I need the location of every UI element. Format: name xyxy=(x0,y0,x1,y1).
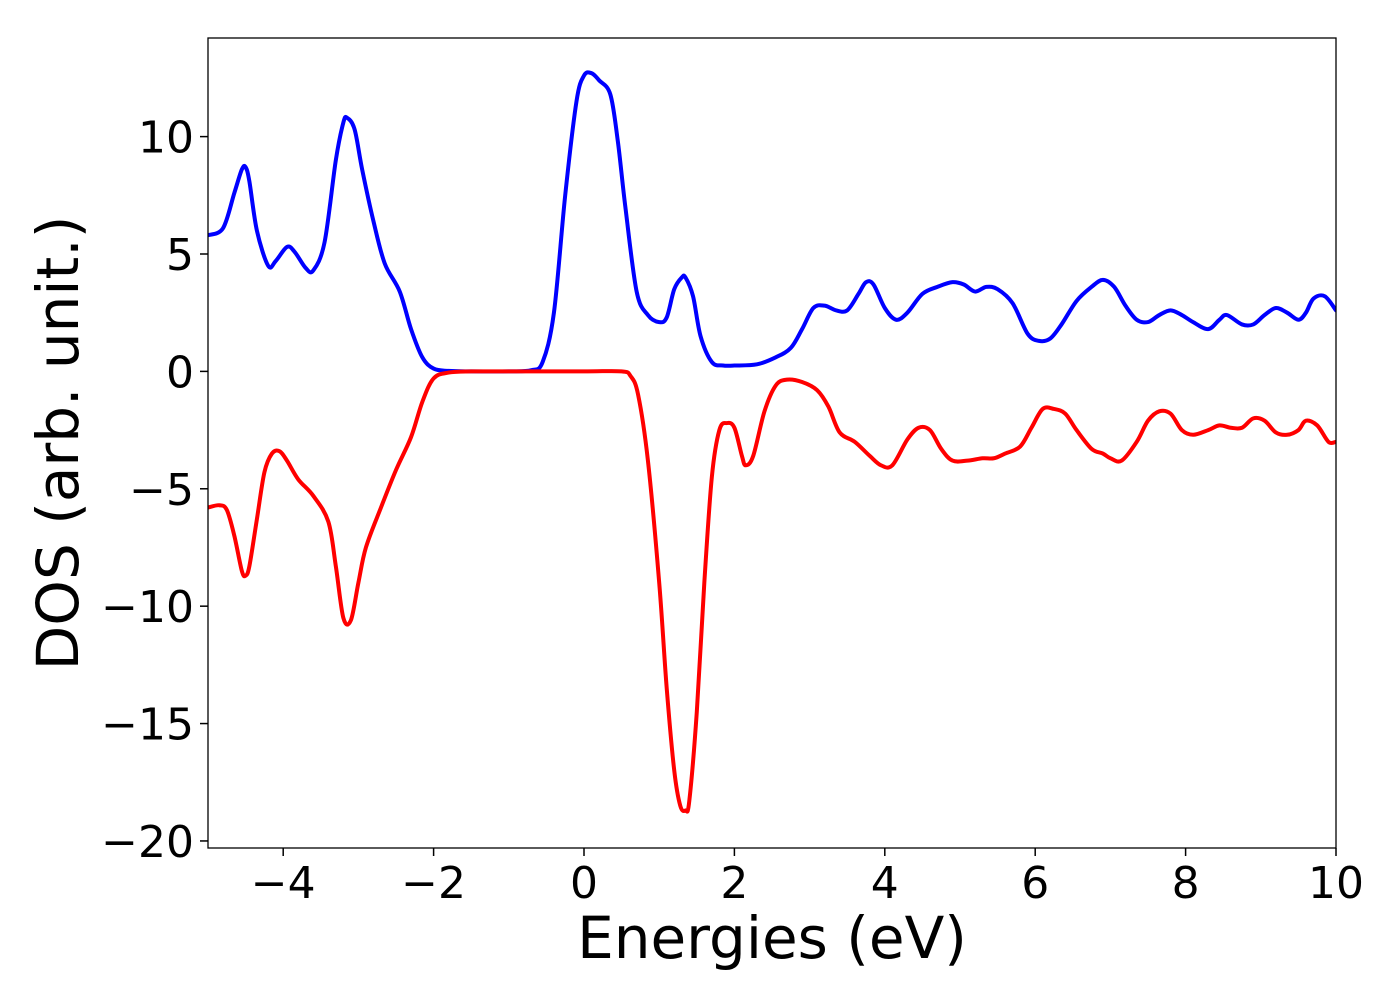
plot-area xyxy=(208,70,1336,814)
y-tick-label: −10 xyxy=(101,582,194,633)
y-tick-label: −5 xyxy=(129,465,194,516)
x-axis-label: Energies (eV) xyxy=(577,904,967,972)
x-tick-label: 8 xyxy=(1172,858,1200,909)
x-tick-label: −2 xyxy=(401,858,466,909)
x-tick-label: 6 xyxy=(1021,858,1049,909)
y-tick-label: 0 xyxy=(166,347,194,398)
x-tick-label: 2 xyxy=(720,858,748,909)
x-tick-label: 4 xyxy=(871,858,899,909)
y-tick-label: 10 xyxy=(138,113,194,164)
y-tick-label: −15 xyxy=(101,700,194,751)
x-tick-label: 10 xyxy=(1308,858,1364,909)
series-line-red xyxy=(208,369,1336,814)
y-axis-label: DOS (arb. unit.) xyxy=(24,216,92,671)
axes-frame xyxy=(207,37,1337,849)
x-tick-label: 0 xyxy=(570,858,598,909)
x-tick-label: −4 xyxy=(251,858,316,909)
series-line-blue xyxy=(208,70,1336,374)
y-tick-label: 5 xyxy=(166,230,194,281)
y-tick-label: −20 xyxy=(101,817,194,868)
